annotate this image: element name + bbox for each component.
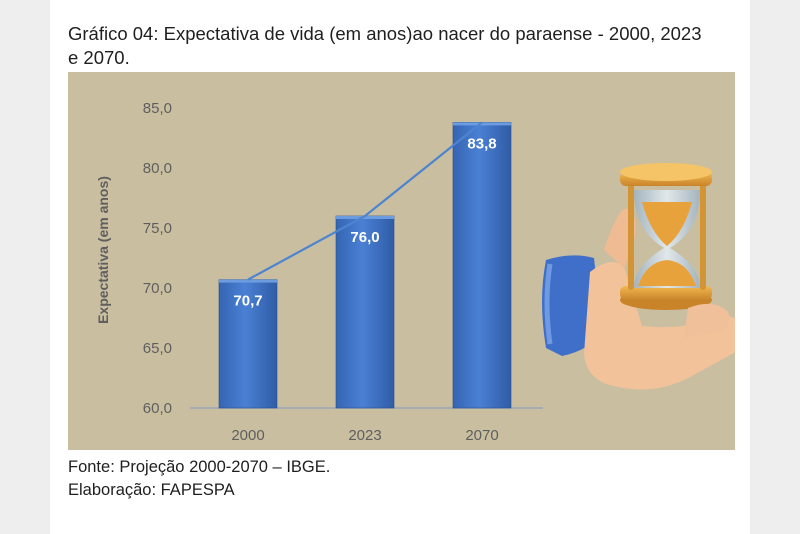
y-axis-ticks: 60,0 65,0 70,0 75,0 80,0 85,0: [143, 100, 172, 417]
y-tick-label: 80,0: [143, 160, 172, 177]
bars-group: [218, 122, 512, 409]
bar-top-highlight: [336, 216, 394, 219]
x-tick-label: 2023: [348, 427, 381, 444]
bar-top-highlight: [453, 122, 511, 126]
bar-2023: [335, 215, 395, 409]
source-note: Fonte: Projeção 2000-2070 – IBGE.: [68, 458, 331, 476]
bar-2000: [218, 279, 278, 409]
bar-chart: 60,0 65,0 70,0 75,0 80,0 85,0 Expectativa (em…: [95, 100, 735, 444]
y-axis-label: Expectativa (em anos): [95, 176, 111, 324]
bar-top-highlight: [219, 279, 277, 283]
y-tick-label: 60,0: [143, 400, 172, 417]
value-labels: 70,7 76,0 83,8: [233, 135, 496, 309]
chart-panel: 60,0 65,0 70,0 75,0 80,0 85,0 Expectativa (em…: [68, 72, 735, 450]
credit-note: Elaboração: FAPESPA: [68, 481, 235, 499]
x-tick-label: 2070: [465, 427, 498, 444]
bar-2070: [452, 122, 512, 409]
y-tick-label: 70,0: [143, 280, 172, 297]
y-tick-label: 75,0: [143, 220, 172, 237]
chart-title-line-1: Gráfico 04: Expectativa de vida (em anos…: [68, 23, 702, 44]
hand-holding-hourglass-icon: [542, 163, 735, 390]
data-label: 70,7: [233, 293, 262, 310]
y-tick-label: 65,0: [143, 340, 172, 357]
data-label: 83,8: [467, 135, 496, 152]
chart-title-line-2: e 2070.: [68, 47, 130, 68]
x-tick-label: 2000: [231, 427, 264, 444]
data-label: 76,0: [350, 229, 379, 246]
trend-line: [247, 121, 483, 281]
x-axis-ticks: 2000 2023 2070: [231, 427, 498, 444]
chart-title: Gráfico 04: Expectativa de vida (em anos…: [68, 22, 758, 70]
y-tick-label: 85,0: [143, 100, 172, 117]
chart-footer: Fonte: Projeção 2000-2070 – IBGE. Elabor…: [68, 456, 330, 502]
